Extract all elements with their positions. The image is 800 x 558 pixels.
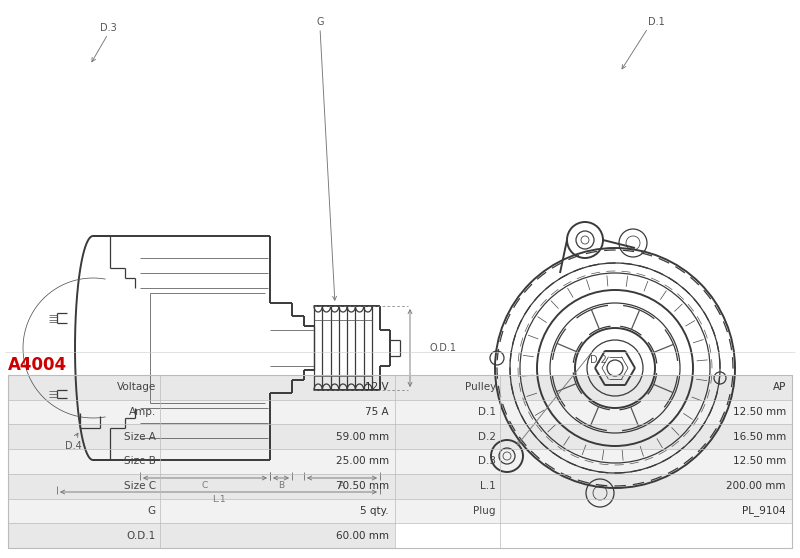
Text: O.D.1: O.D.1: [430, 343, 457, 353]
Text: 70.50 mm: 70.50 mm: [336, 481, 389, 491]
Text: 59.00 mm: 59.00 mm: [336, 432, 389, 442]
Bar: [8, 400, 395, 425]
Text: D.3: D.3: [100, 23, 117, 33]
Bar: [395, 449, 792, 474]
Text: L.1: L.1: [212, 496, 226, 504]
Bar: [8, 425, 395, 449]
Bar: [395, 498, 792, 523]
Text: 12 V: 12 V: [366, 382, 389, 392]
Bar: [8, 523, 395, 548]
Bar: [395, 375, 792, 400]
Text: Amp.: Amp.: [129, 407, 156, 417]
Text: 25.00 mm: 25.00 mm: [336, 456, 389, 466]
Text: PL_9104: PL_9104: [742, 506, 786, 516]
Text: A4004: A4004: [8, 356, 67, 374]
Bar: [395, 474, 792, 498]
Text: Pulley: Pulley: [465, 382, 496, 392]
Bar: [8, 375, 395, 400]
Bar: [8, 474, 395, 498]
Text: D.2: D.2: [478, 432, 496, 442]
Text: D.4: D.4: [65, 441, 82, 451]
Bar: [8, 449, 395, 474]
Text: B: B: [278, 482, 284, 490]
Text: G: G: [148, 506, 156, 516]
Text: D.3: D.3: [478, 456, 496, 466]
Bar: [395, 400, 792, 425]
Text: C: C: [202, 482, 208, 490]
Bar: [395, 425, 792, 449]
Text: 12.50 mm: 12.50 mm: [733, 407, 786, 417]
Text: 5 qty.: 5 qty.: [360, 506, 389, 516]
Text: 200.00 mm: 200.00 mm: [726, 481, 786, 491]
Text: Plug: Plug: [474, 506, 496, 516]
Text: G: G: [316, 17, 324, 27]
Bar: [8, 375, 792, 548]
Text: Size B: Size B: [124, 456, 156, 466]
Text: D.1: D.1: [648, 17, 665, 27]
Text: AP: AP: [773, 382, 786, 392]
Text: 16.50 mm: 16.50 mm: [733, 432, 786, 442]
Text: Voltage: Voltage: [117, 382, 156, 392]
Text: 12.50 mm: 12.50 mm: [733, 456, 786, 466]
Text: 75 A: 75 A: [366, 407, 389, 417]
Text: L.1: L.1: [480, 481, 496, 491]
Text: A: A: [339, 482, 345, 490]
Text: D.1: D.1: [478, 407, 496, 417]
Text: O.D.1: O.D.1: [126, 531, 156, 541]
Text: D.2: D.2: [590, 355, 607, 365]
Text: 60.00 mm: 60.00 mm: [336, 531, 389, 541]
Bar: [8, 498, 395, 523]
Text: Size A: Size A: [124, 432, 156, 442]
Text: Size C: Size C: [124, 481, 156, 491]
